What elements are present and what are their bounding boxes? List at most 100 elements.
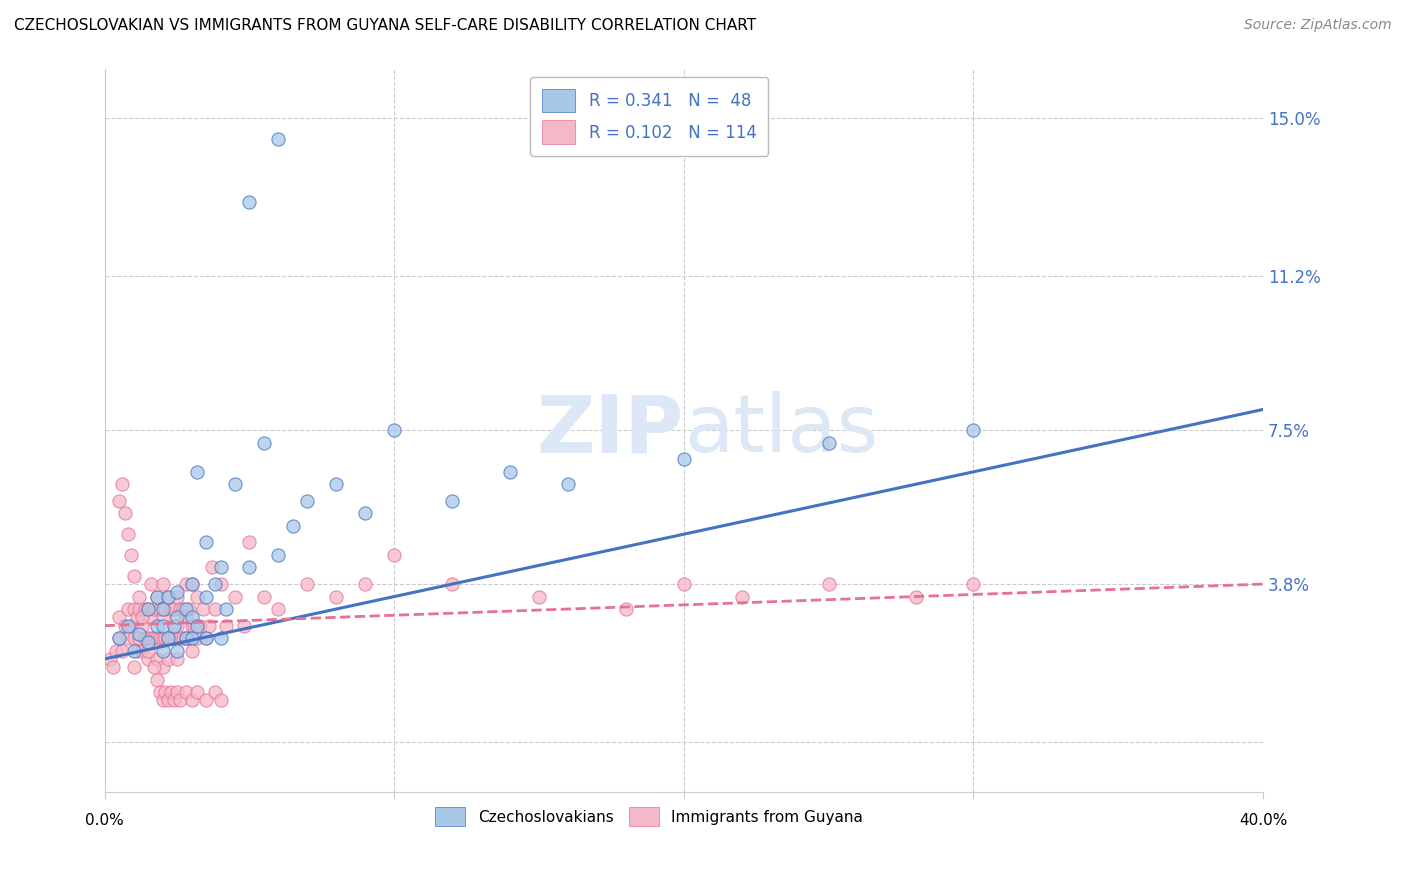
Point	[111, 477, 134, 491]
Point	[163, 631, 186, 645]
Point	[157, 631, 180, 645]
Point	[962, 423, 984, 437]
Point	[131, 643, 153, 657]
Point	[186, 685, 208, 699]
Point	[186, 465, 208, 479]
Point	[163, 693, 186, 707]
Point	[614, 602, 637, 616]
Point	[128, 631, 150, 645]
Point	[238, 535, 260, 549]
Point	[152, 643, 174, 657]
Point	[163, 618, 186, 632]
Point	[122, 660, 145, 674]
Point	[166, 618, 188, 632]
Point	[215, 602, 238, 616]
Point	[297, 494, 319, 508]
Point	[120, 548, 142, 562]
Point	[169, 693, 191, 707]
Text: ZIP: ZIP	[537, 392, 683, 469]
Point	[325, 477, 347, 491]
Point	[180, 618, 202, 632]
Point	[209, 693, 232, 707]
Point	[157, 693, 180, 707]
Point	[136, 602, 159, 616]
Point	[117, 631, 139, 645]
Point	[174, 577, 197, 591]
Point	[152, 610, 174, 624]
Point	[136, 643, 159, 657]
Point	[195, 535, 218, 549]
Point	[169, 602, 191, 616]
Point	[962, 577, 984, 591]
Point	[152, 577, 174, 591]
Point	[180, 577, 202, 591]
Point	[134, 631, 156, 645]
Point	[267, 548, 290, 562]
Point	[139, 610, 162, 624]
Point	[152, 660, 174, 674]
Point	[253, 435, 276, 450]
Point	[499, 465, 522, 479]
Point	[195, 631, 218, 645]
Point	[157, 652, 180, 666]
Text: atlas: atlas	[683, 392, 879, 469]
Point	[108, 631, 131, 645]
Point	[354, 577, 377, 591]
Point	[238, 560, 260, 574]
Point	[157, 590, 180, 604]
Point	[128, 627, 150, 641]
Point	[120, 618, 142, 632]
Text: 0.0%: 0.0%	[86, 813, 124, 828]
Point	[155, 602, 177, 616]
Point	[131, 610, 153, 624]
Point	[195, 693, 218, 707]
Point	[139, 631, 162, 645]
Point	[117, 618, 139, 632]
Point	[382, 423, 405, 437]
Point	[186, 590, 208, 604]
Point	[215, 618, 238, 632]
Point	[204, 602, 226, 616]
Point	[160, 685, 183, 699]
Point	[114, 618, 136, 632]
Point	[105, 643, 128, 657]
Point	[166, 652, 188, 666]
Point	[232, 618, 254, 632]
Point	[149, 631, 172, 645]
Point	[166, 643, 188, 657]
Point	[155, 685, 177, 699]
Point	[297, 577, 319, 591]
Point	[731, 590, 754, 604]
Point	[146, 673, 169, 687]
Point	[142, 631, 165, 645]
Text: CZECHOSLOVAKIAN VS IMMIGRANTS FROM GUYANA SELF-CARE DISABILITY CORRELATION CHART: CZECHOSLOVAKIAN VS IMMIGRANTS FROM GUYAN…	[14, 18, 756, 33]
Point	[325, 590, 347, 604]
Point	[100, 652, 122, 666]
Point	[136, 602, 159, 616]
Point	[904, 590, 927, 604]
Point	[125, 643, 148, 657]
Point	[195, 631, 218, 645]
Point	[152, 693, 174, 707]
Point	[174, 631, 197, 645]
Point	[166, 585, 188, 599]
Point	[177, 631, 200, 645]
Point	[122, 602, 145, 616]
Point	[131, 618, 153, 632]
Point	[281, 519, 304, 533]
Point	[817, 435, 839, 450]
Point	[174, 631, 197, 645]
Point	[174, 602, 197, 616]
Point	[122, 643, 145, 657]
Point	[117, 602, 139, 616]
Point	[172, 631, 194, 645]
Point	[174, 610, 197, 624]
Point	[152, 631, 174, 645]
Text: 40.0%: 40.0%	[1239, 813, 1288, 828]
Point	[128, 590, 150, 604]
Point	[188, 618, 211, 632]
Point	[122, 568, 145, 582]
Point	[253, 590, 276, 604]
Point	[160, 602, 183, 616]
Point	[108, 631, 131, 645]
